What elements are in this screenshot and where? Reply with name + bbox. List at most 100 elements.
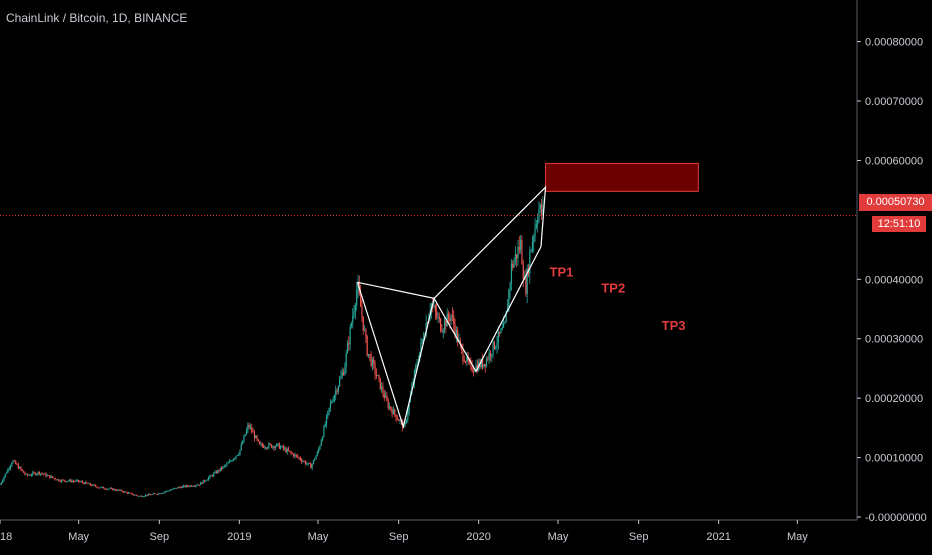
candle: [196, 484, 198, 487]
candle: [281, 445, 283, 448]
candle: [520, 235, 522, 254]
candle: [130, 492, 132, 494]
candle: [437, 312, 439, 323]
harmonic-pattern[interactable]: [356, 185, 547, 429]
time-tick-label: Sep: [150, 531, 170, 543]
candle: [120, 489, 122, 491]
candle: [303, 460, 305, 463]
candle: [488, 348, 490, 364]
candle: [272, 445, 274, 450]
candle: [310, 462, 312, 469]
price-axis[interactable]: 0.00080000 0.00070000 0.00060000 0.00040000…: [857, 37, 927, 524]
candle: [116, 489, 118, 492]
candle: [177, 486, 179, 489]
candle: [62, 478, 64, 481]
time-axis[interactable]: 2018 May Sep 2019 May Sep 2020 May Sep 2021 May: [0, 520, 808, 543]
candle: [135, 494, 137, 496]
candle: [224, 464, 227, 468]
candle: [11, 462, 13, 467]
candle: [315, 455, 317, 460]
candle: [193, 484, 195, 488]
candle: [15, 460, 17, 465]
candle: [190, 484, 193, 487]
candle: [17, 462, 19, 469]
candle: [96, 486, 98, 489]
candle: [447, 310, 450, 324]
candle: [366, 334, 368, 357]
candle: [200, 481, 202, 486]
candle: [283, 446, 286, 451]
candle: [24, 471, 26, 476]
pattern-polyline[interactable]: [356, 185, 547, 429]
candle: [506, 299, 509, 312]
candle: [346, 340, 349, 354]
candle: [286, 447, 288, 455]
candle: [394, 408, 396, 418]
candle: [487, 355, 489, 362]
candle: [36, 473, 38, 476]
candle: [531, 235, 534, 253]
candle: [8, 466, 10, 472]
candle: [363, 324, 366, 332]
candle: [213, 472, 215, 478]
candle: [510, 259, 513, 291]
candle: [228, 458, 231, 464]
candle: [381, 382, 383, 393]
candle: [273, 445, 275, 452]
price-tick-label: 0.00030000: [865, 334, 923, 346]
candle: [262, 443, 265, 449]
candle: [163, 491, 165, 494]
candle: [82, 480, 84, 484]
candle: [257, 438, 259, 442]
sell-zone-rectangle[interactable]: [545, 162, 699, 192]
candle: [362, 316, 364, 335]
candle: [276, 443, 278, 447]
candle: [126, 491, 128, 495]
candle: [184, 485, 186, 488]
candle: [331, 399, 333, 404]
candle: [375, 368, 377, 380]
candle: [41, 471, 43, 475]
candle: [19, 466, 21, 469]
candle: [287, 446, 290, 452]
candle: [127, 491, 130, 494]
time-tick-label: May: [308, 531, 329, 543]
candle: [442, 328, 444, 339]
candle: [20, 466, 22, 471]
last-price-tag: 0.00050730: [859, 194, 932, 211]
candle: [491, 353, 493, 363]
candle: [76, 479, 78, 482]
candle: [55, 479, 57, 481]
candle: [307, 462, 309, 466]
candle: [218, 469, 220, 473]
candle: [297, 453, 299, 459]
candle: [493, 341, 495, 350]
candle: [293, 453, 295, 459]
time-tick-label: May: [787, 531, 808, 543]
candle: [236, 454, 238, 457]
candle: [205, 480, 207, 483]
candle: [23, 470, 25, 473]
candle: [37, 471, 39, 476]
candle: [5, 471, 8, 475]
candle: [53, 477, 55, 479]
candle: [0, 481, 2, 486]
candle: [387, 397, 389, 411]
candle: [137, 495, 139, 497]
candle: [345, 349, 347, 374]
time-tick-label: May: [68, 531, 89, 543]
price-tick-label: 0.00080000: [865, 37, 923, 49]
candle: [162, 492, 164, 494]
candle: [51, 476, 54, 479]
candle: [4, 473, 6, 478]
candle: [110, 487, 113, 490]
time-tick-label: 2021: [706, 531, 730, 543]
candle: [291, 452, 294, 455]
candle: [318, 447, 320, 454]
candle: [367, 353, 370, 358]
candle: [150, 494, 152, 496]
candle: [182, 484, 185, 488]
candle: [7, 468, 9, 474]
